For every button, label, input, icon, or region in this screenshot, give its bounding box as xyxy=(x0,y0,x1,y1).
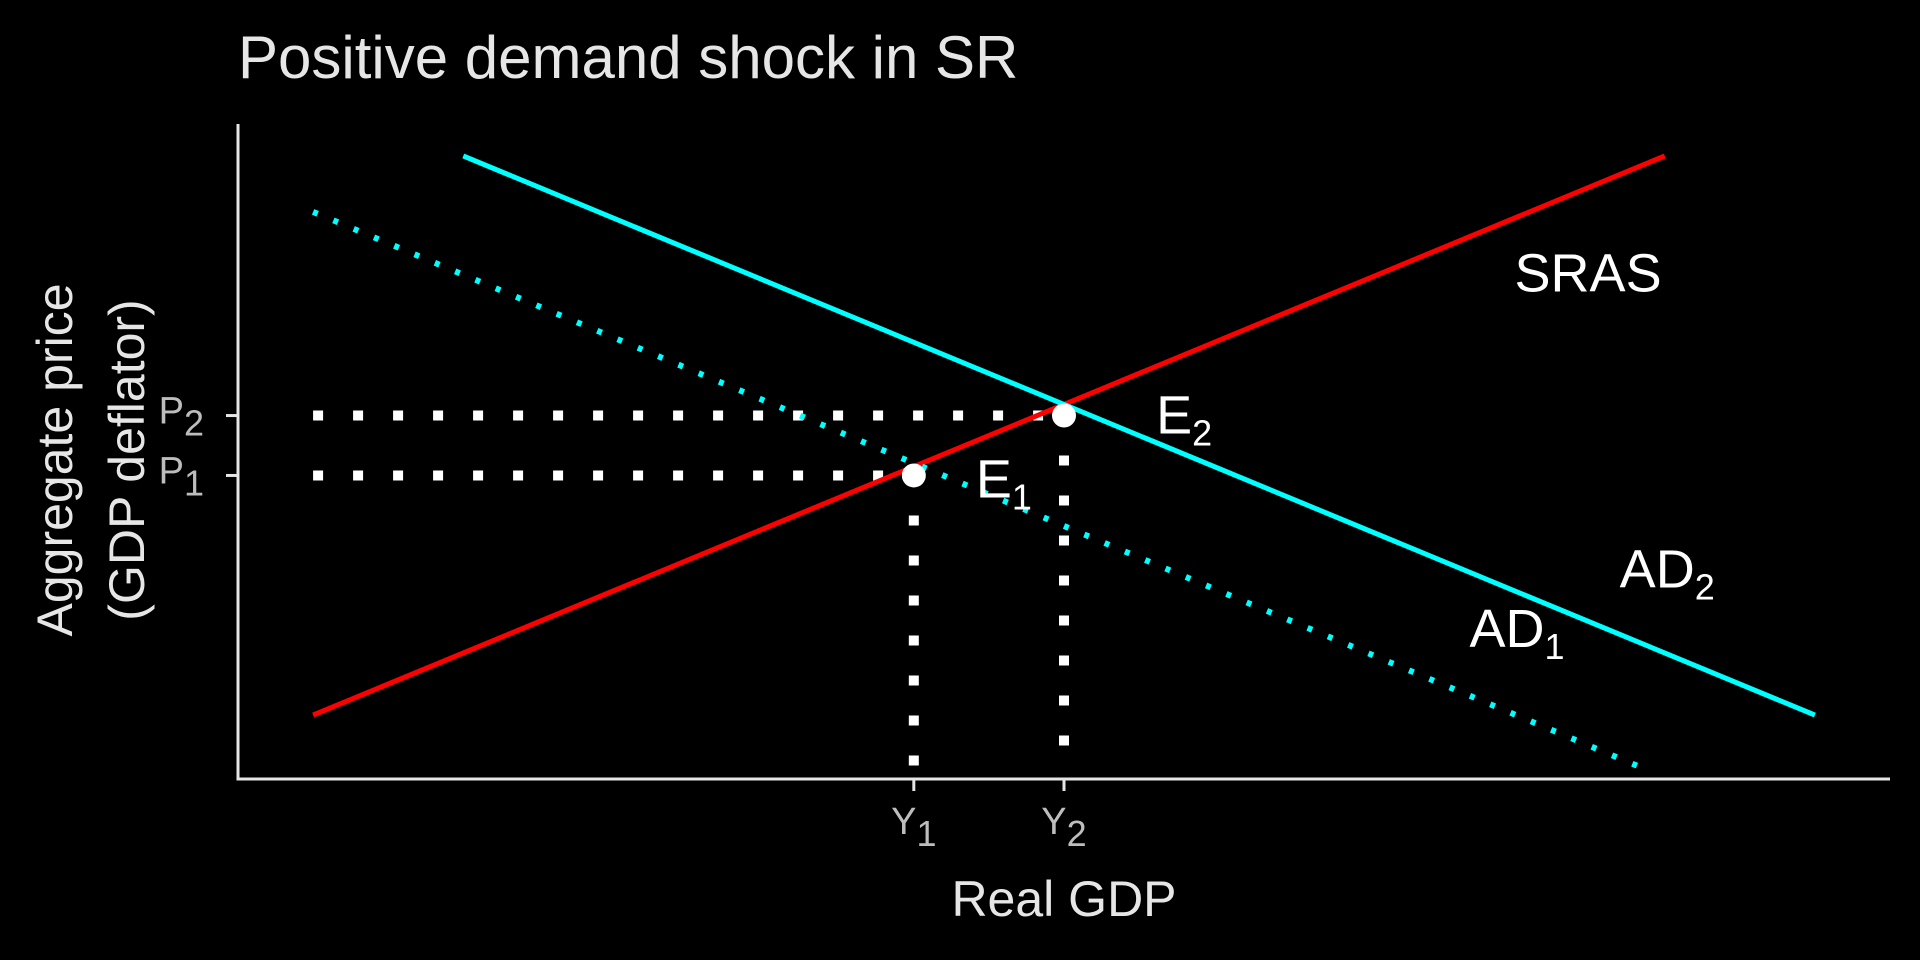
label-ad2-subscript: 2 xyxy=(1695,566,1715,607)
x-tick-label-y2-subscript: 2 xyxy=(1067,813,1087,854)
chart-title: Positive demand shock in SR xyxy=(238,24,1018,91)
x-tick-label-y2-base: Y xyxy=(1041,801,1066,843)
y-tick-label-p1-base: P xyxy=(159,450,184,492)
curve-ad2 xyxy=(462,153,1816,718)
guide-lines xyxy=(313,410,1069,771)
curves xyxy=(311,153,1816,774)
y-axis-title: Aggregate price (GDP deflator) xyxy=(27,283,155,636)
x-tick-label-y1: Y1 xyxy=(891,801,936,854)
y-tick-label-p2-subscript: 2 xyxy=(184,403,204,444)
label-ad2-base: AD xyxy=(1620,539,1695,599)
x-tick-label-y2: Y2 xyxy=(1041,801,1086,854)
label-ad2: AD2 xyxy=(1620,539,1715,607)
label-equilibrium-e2-base: E xyxy=(1156,386,1192,446)
label-equilibrium-e1: E1 xyxy=(976,449,1032,517)
y-tick-label-p1-subscript: 1 xyxy=(184,462,204,503)
label-equilibrium-e2: E2 xyxy=(1156,386,1212,454)
label-equilibrium-e1-base: E xyxy=(976,449,1012,509)
label-ad1: AD1 xyxy=(1469,599,1564,667)
x-tick-label-y1-subscript: 1 xyxy=(916,813,936,854)
label-sras-base: SRAS xyxy=(1515,244,1662,304)
x-axis-title: Real GDP xyxy=(951,871,1176,927)
x-ticks: Y1 Y2 xyxy=(891,779,1087,854)
y-axis-title-line-2: (GDP deflator) xyxy=(99,299,155,620)
y-tick-label-p2-base: P xyxy=(159,391,184,433)
label-equilibrium-e1-subscript: 1 xyxy=(1012,476,1032,517)
equilibrium-point-e2 xyxy=(1052,403,1076,428)
equilibrium-point-e1 xyxy=(901,463,926,488)
curve-sras xyxy=(312,153,1666,718)
equilibrium-points xyxy=(901,403,1076,488)
label-ad1-base: AD xyxy=(1469,599,1544,659)
y-tick-label-p1: P1 xyxy=(159,450,204,503)
x-tick-label-y1-base: Y xyxy=(891,801,916,843)
y-tick-label-p2: P2 xyxy=(159,391,204,444)
y-axis-title-line-1: Aggregate price xyxy=(27,283,83,636)
label-ad1-subscript: 1 xyxy=(1545,626,1565,667)
label-equilibrium-e2-subscript: 2 xyxy=(1192,413,1212,454)
label-sras: SRAS xyxy=(1515,244,1662,304)
